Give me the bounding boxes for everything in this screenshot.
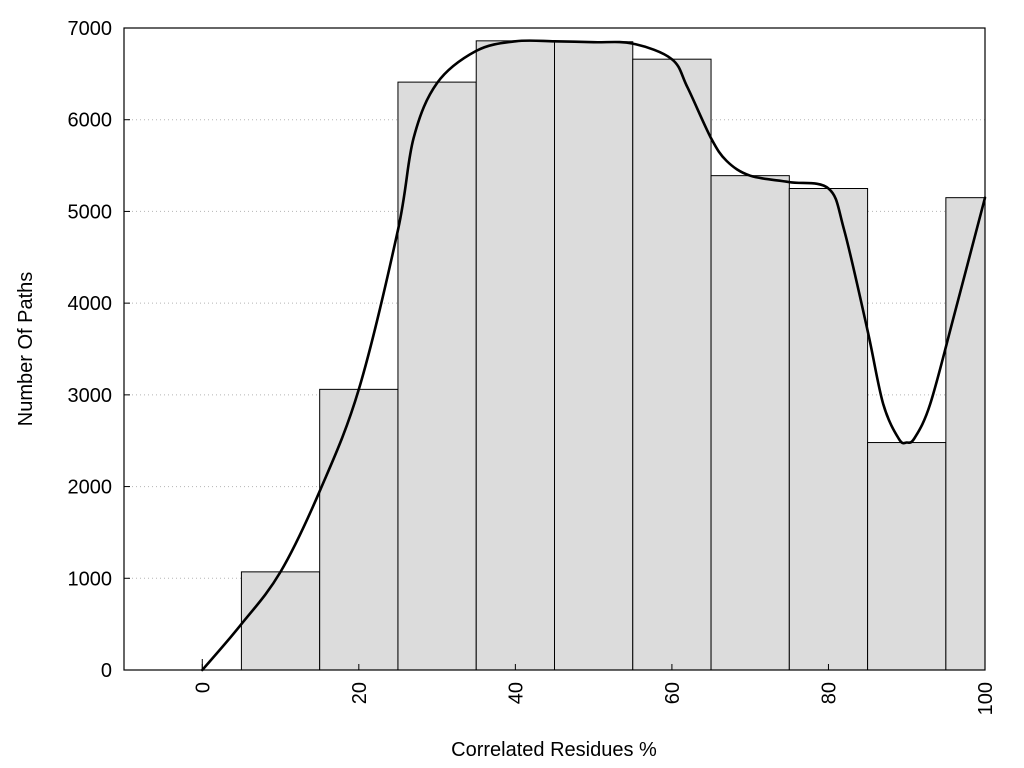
x-tick-label: 0 xyxy=(192,682,214,693)
y-tick-label: 3000 xyxy=(68,385,113,407)
y-tick-label: 4000 xyxy=(68,293,113,315)
y-tick-label: 1000 xyxy=(68,568,113,590)
y-tick-label: 6000 xyxy=(68,110,113,132)
y-tick-label: 7000 xyxy=(68,18,113,40)
y-axis: 0 1000 2000 3000 4000 5000 6000 7000 xyxy=(68,18,130,682)
x-tick-label: 20 xyxy=(349,682,371,704)
bars xyxy=(201,40,986,671)
x-tick-label: 40 xyxy=(505,682,527,704)
y-axis-label: Number Of Paths xyxy=(15,272,37,427)
bar xyxy=(632,58,712,671)
bar xyxy=(554,41,634,671)
x-tick-label: 80 xyxy=(819,682,841,704)
bar xyxy=(710,175,790,671)
bar xyxy=(319,388,399,671)
x-tick-label: 60 xyxy=(662,682,684,704)
bar xyxy=(397,81,477,671)
y-tick-label: 5000 xyxy=(68,201,113,223)
x-axis-label: Correlated Residues % xyxy=(451,739,657,761)
bar xyxy=(475,40,555,671)
y-tick-label: 0 xyxy=(101,660,112,682)
bar xyxy=(240,571,321,671)
x-tick-label: 100 xyxy=(975,682,997,715)
smoothed-curve-layer xyxy=(201,39,987,672)
bar xyxy=(788,188,869,671)
x-axis: 0 20 40 60 80 100 xyxy=(192,664,997,715)
plot-frame xyxy=(123,27,986,671)
bar xyxy=(867,442,947,671)
y-tick-label: 2000 xyxy=(68,477,113,499)
smoothed-curve xyxy=(201,39,987,672)
